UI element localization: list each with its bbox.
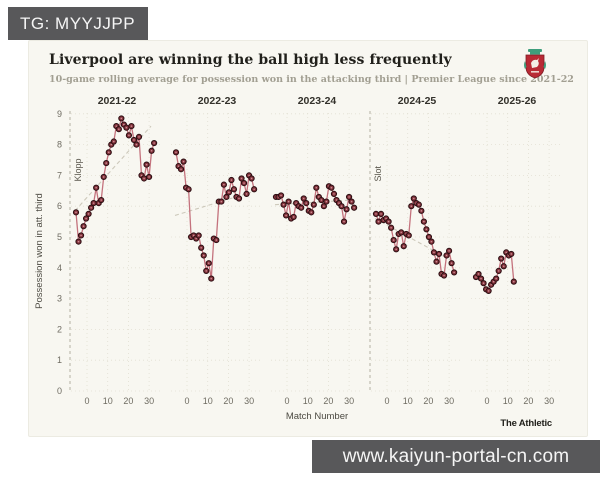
svg-text:30: 30	[144, 396, 154, 406]
chart-title: Liverpool are winning the ball high less…	[49, 52, 452, 68]
y-axis: 0 1 2 3 4 5 6 7 8 9 Possession won in att. third	[34, 109, 62, 396]
season-label: 2023-24	[298, 95, 337, 107]
svg-text:20: 20	[323, 396, 333, 406]
season-label: 2021-22	[98, 95, 137, 107]
liverpool-crest-icon	[524, 49, 546, 79]
svg-text:20: 20	[123, 396, 133, 406]
svg-text:20: 20	[223, 396, 233, 406]
svg-text:0: 0	[284, 396, 289, 406]
facet-2023-24: 2023-24 0 10 20 30	[271, 95, 363, 406]
svg-text:1: 1	[57, 355, 62, 365]
svg-text:10: 10	[303, 396, 313, 406]
svg-text:30: 30	[344, 396, 354, 406]
chart-subtitle: 10-game rolling average for possession w…	[49, 74, 574, 85]
svg-text:0: 0	[384, 396, 389, 406]
facet-2021-22: 2021-22 0 10 20 30 Klopp	[69, 95, 163, 406]
facet-2024-25: 2024-25 0 10 20 30 Slot	[369, 95, 463, 406]
svg-text:0: 0	[84, 396, 89, 406]
season-label: 2022-23	[198, 95, 237, 107]
chart-canvas: 0 1 2 3 4 5 6 7 8 9 Possession won in att. third 20…	[34, 95, 563, 422]
manager-marker-label: Klopp	[73, 159, 83, 182]
telegram-watermark-banner: TG: MYYJJPP	[8, 7, 148, 40]
svg-text:4: 4	[57, 263, 62, 273]
url-watermark-text: www.kaiyun-portal-cn.com	[342, 445, 570, 467]
svg-text:6: 6	[57, 201, 62, 211]
svg-text:0: 0	[184, 396, 189, 406]
svg-text:30: 30	[544, 396, 554, 406]
svg-text:30: 30	[244, 396, 254, 406]
facet-2025-26: 2025-26 0 10 20 30	[471, 95, 563, 406]
x-axis-title: Match Number	[286, 411, 348, 422]
svg-text:20: 20	[523, 396, 533, 406]
facet-2022-23: 2022-23 0 10 20 30	[171, 95, 263, 406]
season-label: 2025-26	[498, 95, 537, 107]
svg-text:3: 3	[57, 294, 62, 304]
chart-card: Liverpool are winning the ball high less…	[28, 40, 588, 437]
rolling-average-line	[175, 152, 255, 279]
svg-text:10: 10	[203, 396, 213, 406]
svg-text:0: 0	[484, 396, 489, 406]
season-label: 2024-25	[398, 95, 437, 107]
svg-text:10: 10	[403, 396, 413, 406]
chart-area: 0 1 2 3 4 5 6 7 8 9 Possession won in att. third 20…	[33, 91, 585, 423]
svg-text:7: 7	[57, 170, 62, 180]
svg-text:10: 10	[103, 396, 113, 406]
svg-text:2: 2	[57, 324, 62, 334]
svg-text:20: 20	[423, 396, 433, 406]
the-athletic-logo: The Athletic	[500, 418, 552, 429]
svg-text:5: 5	[57, 232, 62, 242]
svg-text:9: 9	[57, 109, 62, 119]
svg-text:0: 0	[57, 386, 62, 396]
telegram-watermark-text: TG: MYYJJPP	[20, 13, 136, 33]
y-axis-title: Possession won in att. third	[34, 193, 45, 309]
svg-text:30: 30	[444, 396, 454, 406]
manager-marker-label: Slot	[373, 166, 383, 182]
svg-text:8: 8	[57, 140, 62, 150]
svg-text:10: 10	[503, 396, 513, 406]
url-watermark-banner: www.kaiyun-portal-cn.com	[312, 440, 600, 473]
